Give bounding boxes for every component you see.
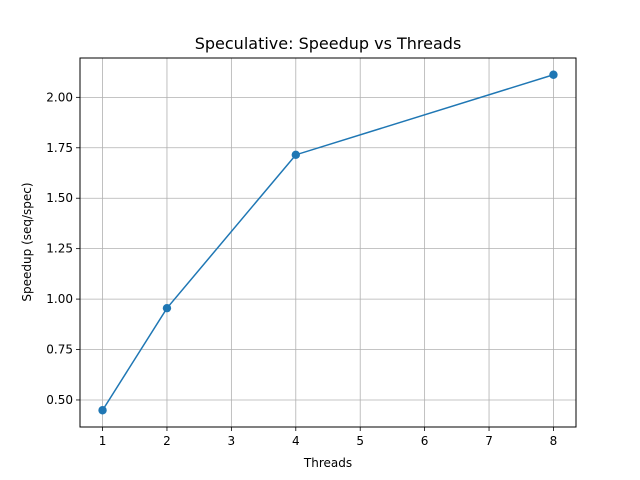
x-tick-label: 5 [356,434,364,448]
x-tick-label: 2 [163,434,171,448]
x-axis-label: Threads [303,456,352,470]
x-tick-label: 4 [292,434,300,448]
x-tick-label: 8 [550,434,558,448]
y-tick-label: 1.25 [46,242,73,256]
series-line [101,74,554,411]
y-tick-label: 0.75 [46,343,73,357]
x-tick-label: 6 [421,434,429,448]
y-axis-ticks: 0.50 0.75 1.00 1.25 1.50 1.75 2.00 [46,90,80,407]
x-axis-ticks: 1 2 3 4 5 6 7 8 [99,427,558,448]
grid-lines [80,58,576,427]
y-tick-label: 0.50 [46,393,73,407]
data-point [98,406,107,415]
data-point [162,303,172,313]
chart-title: Speculative: Speedup vs Threads [195,34,462,53]
y-tick-label: 1.00 [46,292,73,306]
data-point [549,70,558,79]
y-tick-label: 2.00 [46,90,73,104]
data-point [291,150,300,160]
y-tick-label: 1.50 [46,191,73,205]
y-axis-label: Speedup (seq/spec) [20,182,34,301]
x-tick-label: 1 [99,434,107,448]
x-tick-label: 7 [485,434,493,448]
y-tick-label: 1.75 [46,141,73,155]
series-layer [98,70,558,415]
plot-area-frame [79,57,577,428]
x-tick-label: 3 [228,434,236,448]
